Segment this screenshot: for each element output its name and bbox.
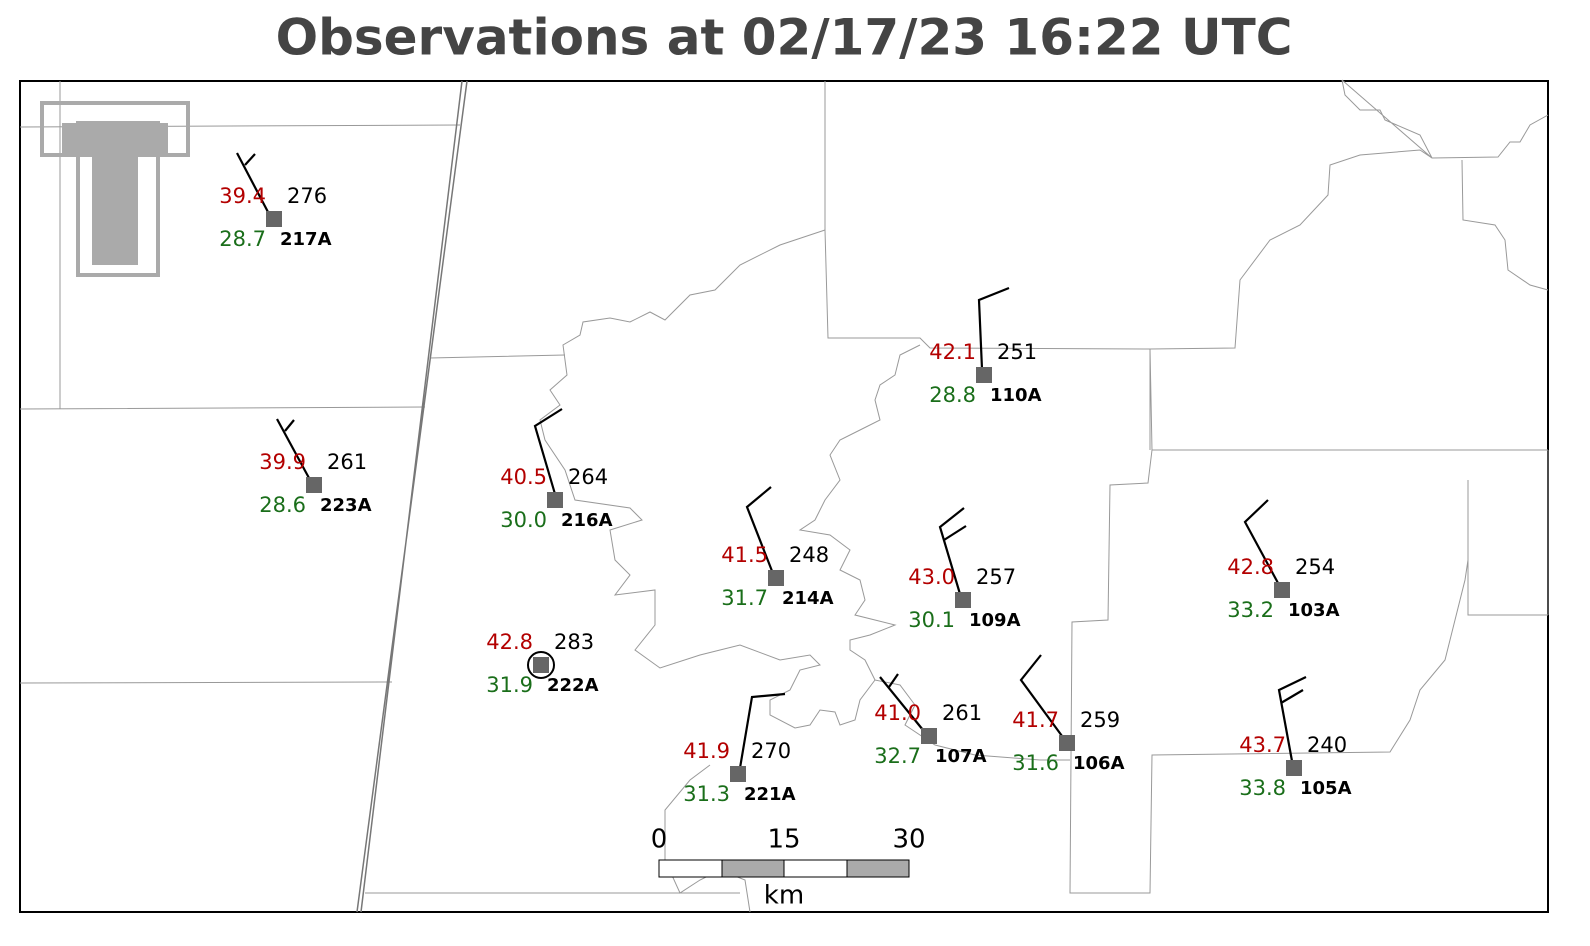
dewpoint: 28.8: [929, 383, 976, 407]
dewpoint: 28.7: [219, 227, 266, 251]
station-id: 103A: [1288, 600, 1340, 621]
station-id: 110A: [990, 385, 1042, 406]
wind-barb: [533, 408, 563, 495]
station-marker: [730, 766, 746, 782]
pressure: 251: [997, 340, 1037, 364]
station-marker: [1059, 735, 1075, 751]
temperature: 41.7: [1012, 708, 1059, 732]
station-id: 223A: [320, 495, 372, 516]
station-marker: [1274, 582, 1290, 598]
wind-barb: [284, 419, 295, 432]
station-id: 105A: [1300, 778, 1352, 799]
wind-barb: [745, 486, 774, 572]
station: 39.4 276 28.7 217A: [219, 152, 332, 251]
station-id: 222A: [547, 675, 599, 696]
wind-barb: [236, 152, 269, 213]
scale-label: 30: [892, 825, 925, 855]
wind-barb: [276, 418, 310, 479]
station: 42.8 254 33.2 103A: [1227, 499, 1340, 622]
dewpoint: 31.7: [721, 586, 768, 610]
station-marker: [976, 367, 992, 383]
dewpoint: 32.7: [874, 744, 921, 768]
station-id: 217A: [280, 229, 332, 250]
scale-bar: 0 15 30 km: [651, 825, 926, 911]
station: 42.1 251 28.8 110A: [929, 286, 1042, 407]
temperature: 41.0: [874, 701, 921, 725]
temperature: 39.9: [259, 450, 306, 474]
station-marker: [306, 477, 322, 493]
dewpoint: 33.2: [1227, 598, 1274, 622]
station: 43.7 240 33.8 105A: [1239, 676, 1352, 800]
dewpoint: 31.6: [1012, 751, 1059, 775]
pressure: 248: [789, 543, 829, 567]
wind-barb: [1280, 689, 1304, 704]
pressure: 259: [1080, 708, 1120, 732]
pressure: 254: [1295, 555, 1335, 579]
wind-barb: [879, 676, 924, 731]
pressure: 240: [1307, 733, 1347, 757]
wind-barb: [977, 286, 1010, 370]
wind-barb: [244, 153, 256, 166]
pressure: 261: [942, 701, 982, 725]
pressure: 283: [554, 630, 594, 654]
station-marker: [547, 492, 563, 508]
wind-barb: [738, 692, 786, 769]
pressure: 270: [751, 739, 791, 763]
scale-unit: km: [764, 881, 804, 911]
station-id: 221A: [744, 784, 796, 805]
temperature: 43.7: [1239, 733, 1286, 757]
temperature: 42.8: [486, 630, 533, 654]
station-id: 109A: [969, 610, 1021, 631]
station-marker: [1286, 760, 1302, 776]
pressure: 261: [327, 450, 367, 474]
station: 40.5 264 30.0 216A: [500, 408, 613, 532]
wind-barb: [1019, 654, 1063, 737]
dewpoint: 33.8: [1239, 776, 1286, 800]
wind-barb: [943, 525, 967, 541]
temperature: 40.5: [500, 465, 547, 489]
station-marker: [266, 211, 282, 227]
station: 41.5 248 31.7 214A: [721, 486, 834, 610]
station-id: 106A: [1073, 753, 1125, 774]
temperature: 41.5: [721, 543, 768, 567]
wind-barb: [888, 673, 899, 688]
pressure: 276: [287, 184, 327, 208]
dewpoint: 31.9: [486, 673, 533, 697]
station: 42.8 283 31.9 222A: [486, 630, 598, 697]
wind-barb: [1243, 499, 1279, 584]
temperature: 43.0: [908, 565, 955, 589]
wind-barb: [1277, 676, 1307, 762]
logo: [40, 101, 190, 277]
temperature: 39.4: [219, 184, 266, 208]
station-id: 107A: [935, 746, 987, 767]
temperature: 41.9: [683, 739, 730, 763]
dewpoint: 30.1: [908, 608, 955, 632]
station: 41.7 259 31.6 106A: [1012, 654, 1125, 775]
station-marker: [921, 728, 937, 744]
pressure: 257: [976, 565, 1016, 589]
wind-barb: [938, 507, 965, 595]
dewpoint: 30.0: [500, 508, 547, 532]
calm-circle: [527, 651, 555, 679]
station-id: 214A: [782, 588, 834, 609]
title: Observations at 02/17/23 16:22 UTC: [276, 9, 1293, 67]
station: 43.0 257 30.1 109A: [908, 507, 1021, 632]
station-marker: [955, 592, 971, 608]
scale-label: 15: [767, 825, 800, 855]
station-marker: [533, 657, 549, 673]
stations: 39.4 276 28.7 217A 39.9 261 28.6 223A 40.5 264 30.…: [219, 152, 1352, 806]
station-id: 216A: [561, 510, 613, 531]
dewpoint: 31.3: [683, 782, 730, 806]
station: 39.9 261 28.6 223A: [259, 418, 372, 517]
station: 41.0 261 32.7 107A: [874, 673, 987, 768]
station: 41.9 270 31.3 221A: [683, 692, 796, 806]
pressure: 264: [568, 465, 608, 489]
station-marker: [768, 570, 784, 586]
scale-label: 0: [651, 825, 668, 855]
temperature: 42.8: [1227, 555, 1274, 579]
dewpoint: 28.6: [259, 493, 306, 517]
temperature: 42.1: [929, 340, 976, 364]
